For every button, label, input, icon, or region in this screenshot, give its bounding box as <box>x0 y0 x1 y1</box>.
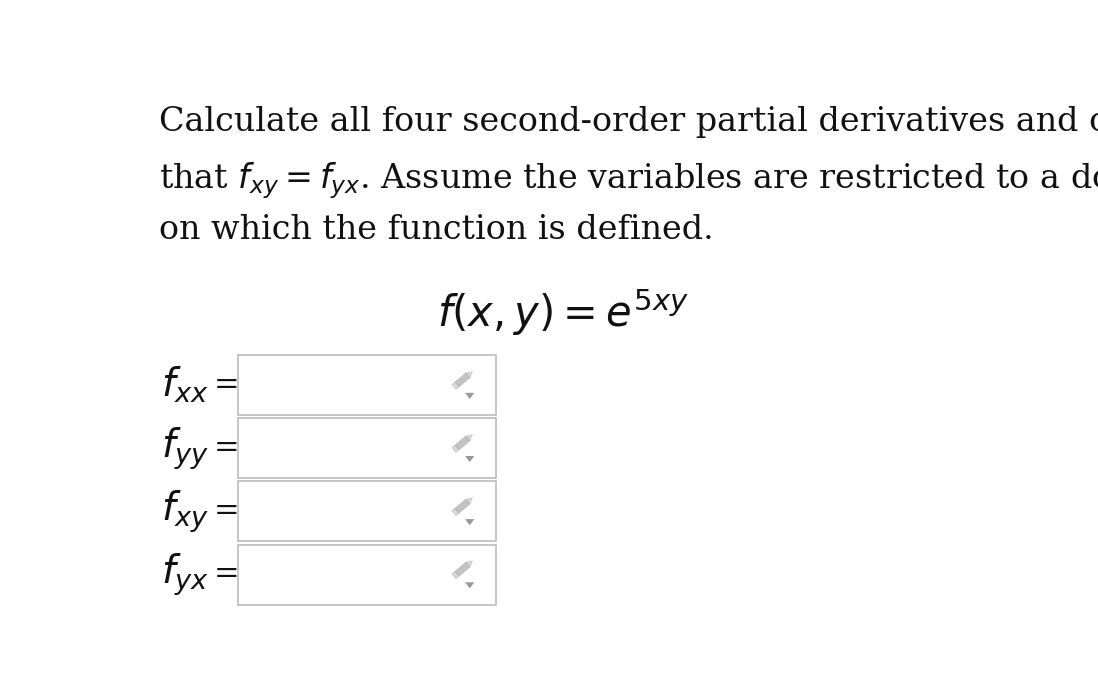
Text: Calculate all four second-order partial derivatives and check: Calculate all four second-order partial … <box>159 106 1098 138</box>
Bar <box>238 355 496 415</box>
Text: on which the function is defined.: on which the function is defined. <box>159 214 714 246</box>
Bar <box>238 418 496 478</box>
Text: =: = <box>214 559 239 590</box>
Text: =: = <box>214 370 239 400</box>
Bar <box>238 545 496 604</box>
Bar <box>238 482 496 541</box>
Polygon shape <box>466 456 474 462</box>
Text: that $f_{xy} = f_{yx}$. Assume the variables are restricted to a domain: that $f_{xy} = f_{yx}$. Assume the varia… <box>159 160 1098 201</box>
Text: =: = <box>214 496 239 527</box>
Polygon shape <box>455 563 470 576</box>
Polygon shape <box>455 437 470 450</box>
Text: $f_{yy}$: $f_{yy}$ <box>161 425 210 472</box>
Text: $f(x, y) = e^{5xy}$: $f(x, y) = e^{5xy}$ <box>437 287 688 338</box>
Polygon shape <box>452 382 459 389</box>
Polygon shape <box>452 445 459 452</box>
Polygon shape <box>455 500 470 513</box>
Polygon shape <box>452 571 459 579</box>
Polygon shape <box>466 561 472 567</box>
Text: $f_{xx}$: $f_{xx}$ <box>161 365 210 405</box>
Polygon shape <box>455 373 470 387</box>
Polygon shape <box>466 519 474 525</box>
Text: $f_{xy}$: $f_{xy}$ <box>161 488 210 535</box>
Polygon shape <box>466 434 472 441</box>
Polygon shape <box>466 498 472 504</box>
Text: =: = <box>214 433 239 464</box>
Text: $f_{yx}$: $f_{yx}$ <box>161 551 210 598</box>
Polygon shape <box>466 393 474 399</box>
Polygon shape <box>452 508 459 516</box>
Polygon shape <box>466 582 474 589</box>
Polygon shape <box>466 371 472 378</box>
